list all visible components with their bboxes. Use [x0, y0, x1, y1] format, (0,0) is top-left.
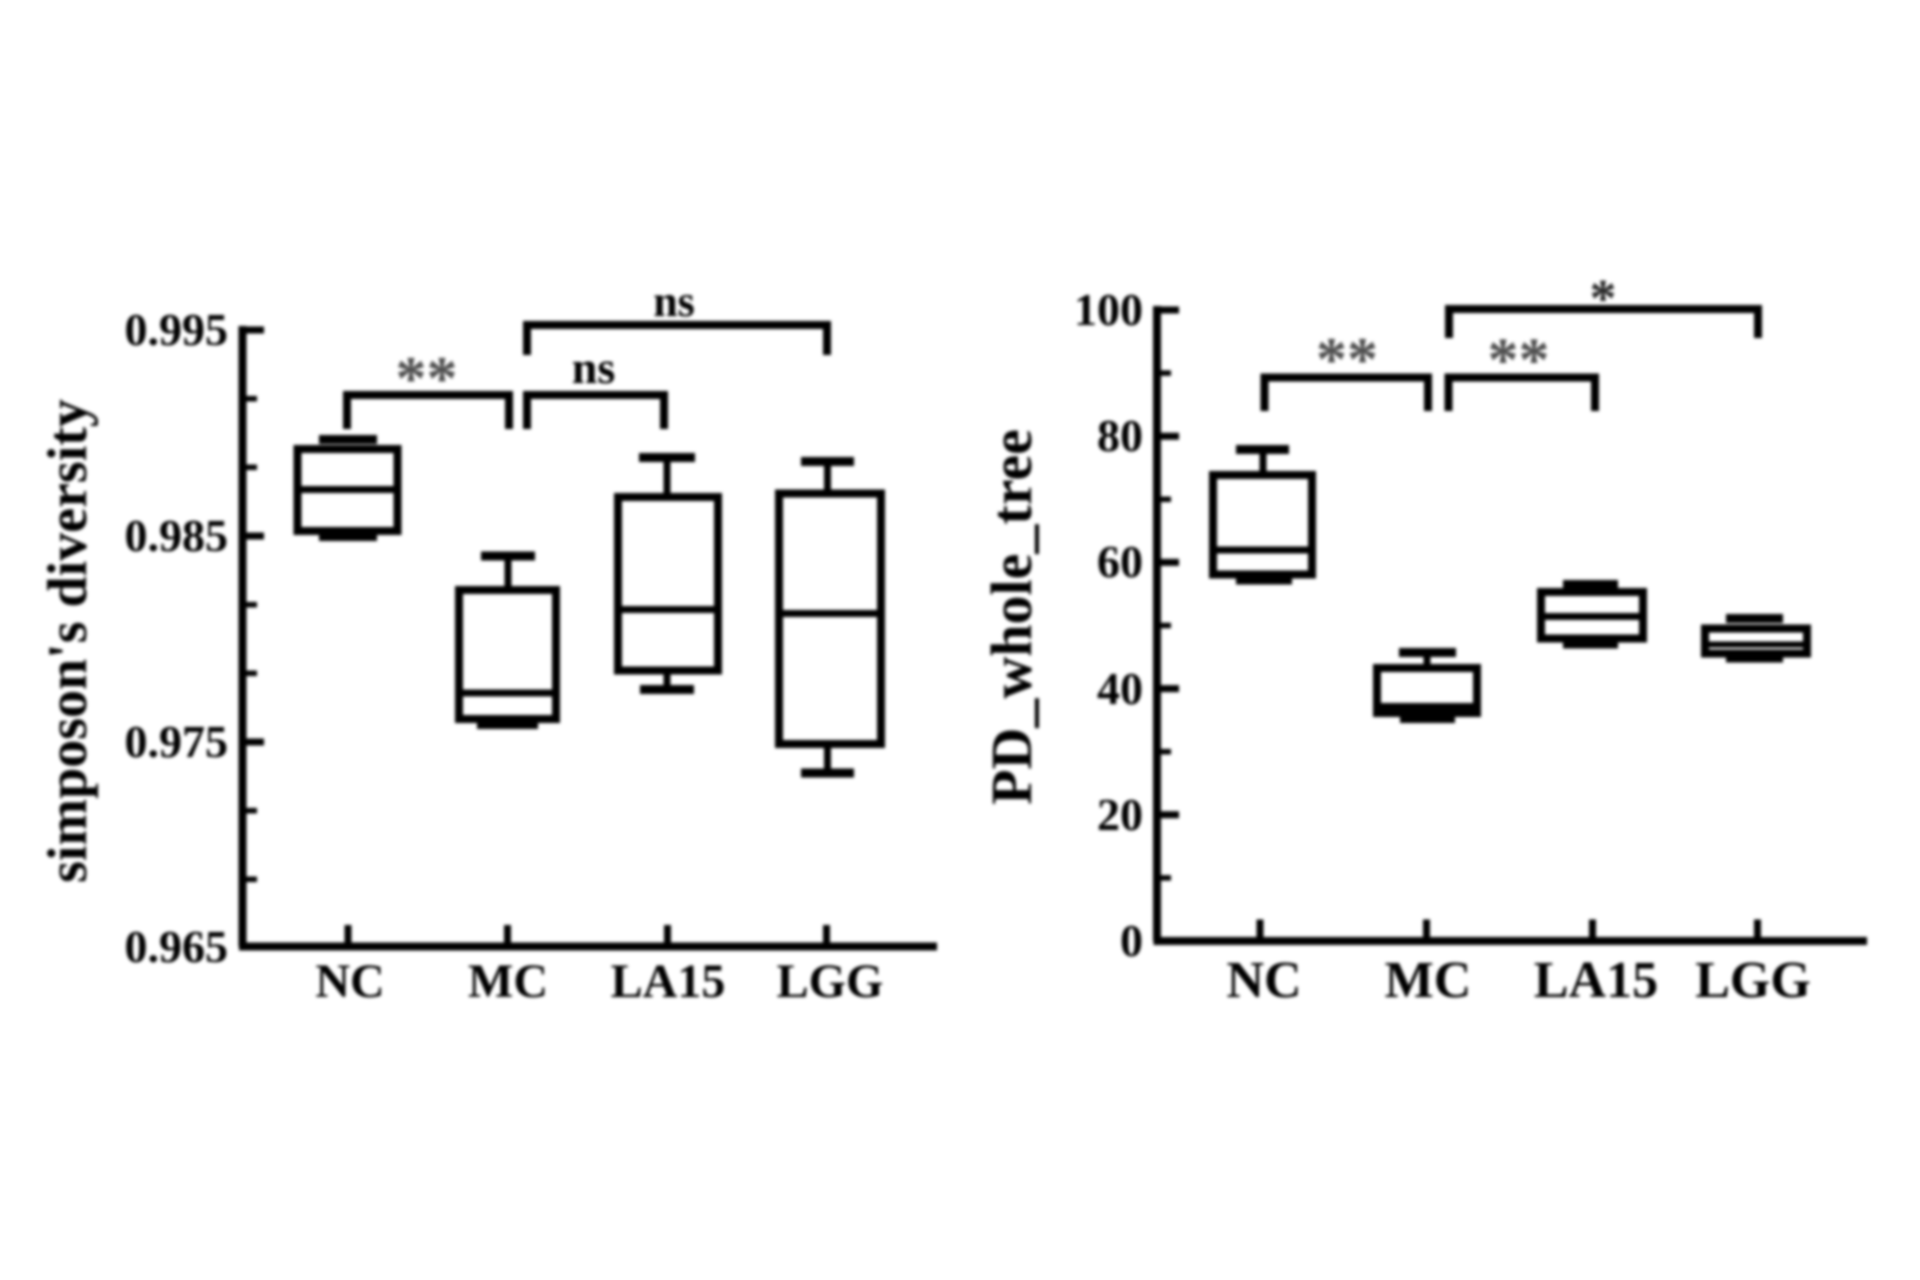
- svg-text:MC: MC: [1385, 952, 1472, 1009]
- svg-text:LGG: LGG: [1695, 952, 1811, 1009]
- svg-text:NC: NC: [315, 955, 384, 1008]
- svg-text:20: 20: [1097, 789, 1143, 840]
- svg-text:ns: ns: [653, 277, 695, 326]
- svg-text:LA15: LA15: [611, 955, 726, 1008]
- svg-text:40: 40: [1097, 663, 1143, 714]
- svg-text:MC: MC: [468, 955, 548, 1008]
- svg-text:100: 100: [1074, 284, 1143, 335]
- svg-text:**: **: [1316, 326, 1378, 394]
- svg-text:**: **: [1488, 327, 1550, 395]
- svg-text:LA15: LA15: [1534, 952, 1658, 1009]
- svg-text:**: **: [396, 345, 458, 413]
- svg-text:80: 80: [1097, 410, 1143, 461]
- svg-text:0: 0: [1120, 915, 1143, 966]
- svg-text:ns: ns: [572, 342, 615, 393]
- svg-text:NC: NC: [1226, 952, 1301, 1009]
- svg-text:0.965: 0.965: [125, 921, 229, 972]
- svg-text:PD_whole_tree: PD_whole_tree: [979, 429, 1044, 805]
- svg-text:*: *: [1590, 269, 1617, 329]
- svg-text:simposon's diversity: simposon's diversity: [37, 399, 99, 883]
- svg-text:0.985: 0.985: [125, 510, 229, 561]
- svg-text:60: 60: [1097, 536, 1143, 587]
- svg-text:LGG: LGG: [777, 955, 884, 1008]
- svg-text:0.975: 0.975: [125, 716, 229, 767]
- svg-text:0.995: 0.995: [125, 304, 229, 355]
